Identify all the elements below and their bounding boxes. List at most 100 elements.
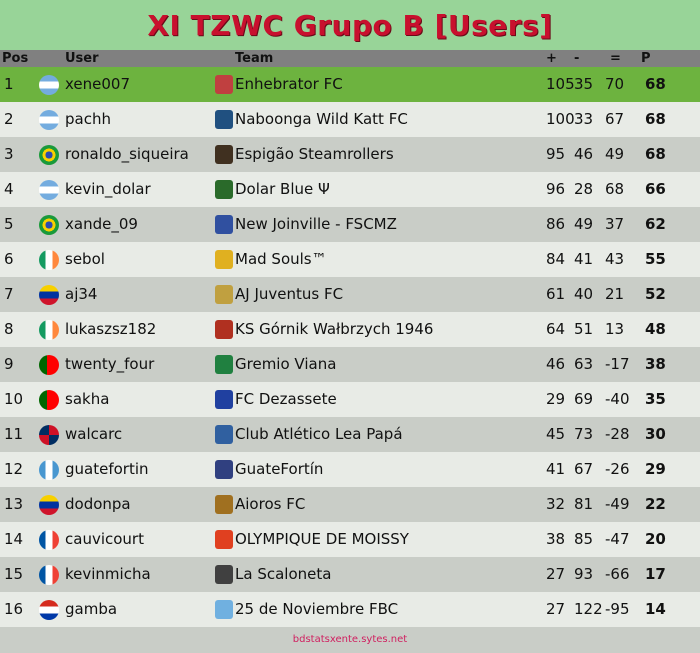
user-name[interactable]: sebol — [65, 250, 105, 268]
team-name[interactable]: Naboonga Wild Katt FC — [235, 110, 408, 128]
points: 29 — [645, 460, 666, 478]
team-name[interactable]: Mad Souls™ — [235, 250, 327, 268]
team-name[interactable]: Dolar Blue Ψ — [235, 180, 330, 198]
table-row[interactable]: 2 pachh Naboonga Wild Katt FC 100 33 67 … — [0, 102, 700, 137]
goals-against: 73 — [574, 425, 594, 443]
table-row[interactable]: 4 kevin_dolar Dolar Blue Ψ 96 28 68 66 — [0, 172, 700, 207]
goals-for: 45 — [546, 425, 566, 443]
goal-diff: 43 — [605, 250, 625, 268]
user-name[interactable]: cauvicourt — [65, 530, 144, 548]
table-row[interactable]: 13 dodonpa Aioros FC 32 81 -49 22 — [0, 487, 700, 522]
team-name[interactable]: La Scaloneta — [235, 565, 332, 583]
flag-portugal-icon — [39, 390, 59, 410]
goals-against: 85 — [574, 530, 594, 548]
goals-for: 84 — [546, 250, 566, 268]
points: 48 — [645, 320, 666, 338]
points: 35 — [645, 390, 666, 408]
team-name[interactable]: New Joinville - FSCMZ — [235, 215, 397, 233]
goal-diff: -40 — [605, 390, 630, 408]
goal-diff: -47 — [605, 530, 630, 548]
goals-for: 105 — [546, 75, 575, 93]
user-name[interactable]: xene007 — [65, 75, 131, 93]
user-name[interactable]: pachh — [65, 110, 111, 128]
points: 55 — [645, 250, 666, 268]
team-name[interactable]: FC Dezassete — [235, 390, 337, 408]
table-row[interactable]: 10 sakha FC Dezassete 29 69 -40 35 — [0, 382, 700, 417]
user-name[interactable]: walcarc — [65, 425, 123, 443]
table-row[interactable]: 7 aj34 AJ Juventus FC 61 40 21 52 — [0, 277, 700, 312]
user-name[interactable]: guatefortin — [65, 460, 149, 478]
goal-diff: -28 — [605, 425, 630, 443]
position: 6 — [4, 250, 14, 268]
flag-paraguay-icon — [39, 600, 59, 620]
team-crest-icon — [215, 565, 233, 584]
goal-diff: 68 — [605, 180, 625, 198]
position: 5 — [4, 215, 14, 233]
team-name[interactable]: KS Górnik Wałbrzych 1946 — [235, 320, 434, 338]
team-name[interactable]: Aioros FC — [235, 495, 306, 513]
user-name[interactable]: xande_09 — [65, 215, 138, 233]
team-name[interactable]: GuateFortín — [235, 460, 324, 478]
table-row[interactable]: 6 sebol Mad Souls™ 84 41 43 55 — [0, 242, 700, 277]
team-name[interactable]: OLYMPIQUE DE MOISSY — [235, 530, 409, 548]
table-row[interactable]: 3 ronaldo_siqueira Espigão Steamrollers … — [0, 137, 700, 172]
points: 52 — [645, 285, 666, 303]
goal-diff: -17 — [605, 355, 630, 373]
flag-venezuela-icon — [39, 495, 59, 515]
position: 15 — [4, 565, 24, 583]
title-bar: XI TZWC Grupo B [Users] — [0, 0, 700, 50]
table-row[interactable]: 16 gamba 25 de Noviembre FBC 27 122 -95 … — [0, 592, 700, 627]
table-row[interactable]: 9 twenty_four Gremio Viana 46 63 -17 38 — [0, 347, 700, 382]
table-row[interactable]: 1 xene007 Enhebrator FC 105 35 70 68 — [0, 67, 700, 102]
flag-portugal-icon — [39, 355, 59, 375]
table-row[interactable]: 15 kevinmicha La Scaloneta 27 93 -66 17 — [0, 557, 700, 592]
table-row[interactable]: 5 xande_09 New Joinville - FSCMZ 86 49 3… — [0, 207, 700, 242]
team-name[interactable]: 25 de Noviembre FBC — [235, 600, 399, 618]
goals-for: 41 — [546, 460, 566, 478]
footer-link[interactable]: bdstatsxente.sytes.net — [292, 634, 408, 645]
user-name[interactable]: gamba — [65, 600, 118, 618]
flag-france-icon — [39, 530, 59, 550]
user-name[interactable]: sakha — [65, 390, 110, 408]
standings-table: 1 xene007 Enhebrator FC 105 35 70 68 2 pa… — [0, 67, 700, 627]
team-name[interactable]: Club Atlético Lea Papá — [235, 425, 403, 443]
goal-diff: -95 — [605, 600, 630, 618]
flag-venezuela-icon — [39, 285, 59, 305]
user-name[interactable]: lukaszsz182 — [65, 320, 157, 338]
user-name[interactable]: ronaldo_siqueira — [65, 145, 189, 163]
goal-diff: 21 — [605, 285, 625, 303]
team-crest-icon — [215, 250, 233, 269]
user-name[interactable]: kevinmicha — [65, 565, 151, 583]
goals-against: 49 — [574, 215, 594, 233]
table-row[interactable]: 12 guatefortin GuateFortín 41 67 -26 29 — [0, 452, 700, 487]
team-name[interactable]: AJ Juventus FC — [235, 285, 344, 303]
points: 30 — [645, 425, 666, 443]
position: 10 — [4, 390, 24, 408]
table-row[interactable]: 8 lukaszsz182 KS Górnik Wałbrzych 1946 6… — [0, 312, 700, 347]
user-name[interactable]: twenty_four — [65, 355, 155, 373]
header-against: - — [574, 51, 580, 66]
user-name[interactable]: aj34 — [65, 285, 98, 303]
header-team: Team — [235, 51, 274, 66]
goals-against: 122 — [574, 600, 603, 618]
team-name[interactable]: Enhebrator FC — [235, 75, 343, 93]
team-crest-icon — [215, 285, 233, 304]
position: 9 — [4, 355, 14, 373]
table-header: Pos User Team + - = P — [0, 50, 700, 67]
user-name[interactable]: kevin_dolar — [65, 180, 151, 198]
user-name[interactable]: dodonpa — [65, 495, 131, 513]
team-name[interactable]: Espigão Steamrollers — [235, 145, 394, 163]
team-name[interactable]: Gremio Viana — [235, 355, 337, 373]
table-row[interactable]: 11 walcarc Club Atlético Lea Papá 45 73 … — [0, 417, 700, 452]
team-crest-icon — [215, 600, 233, 619]
team-crest-icon — [215, 460, 233, 479]
table-row[interactable]: 14 cauvicourt OLYMPIQUE DE MOISSY 38 85 … — [0, 522, 700, 557]
position: 3 — [4, 145, 14, 163]
flag-ireland-icon — [39, 250, 59, 270]
goals-for: 46 — [546, 355, 566, 373]
points: 68 — [645, 110, 666, 128]
points: 14 — [645, 600, 666, 618]
flag-argentina-icon — [39, 110, 59, 130]
goals-against: 28 — [574, 180, 594, 198]
team-crest-icon — [215, 110, 233, 129]
